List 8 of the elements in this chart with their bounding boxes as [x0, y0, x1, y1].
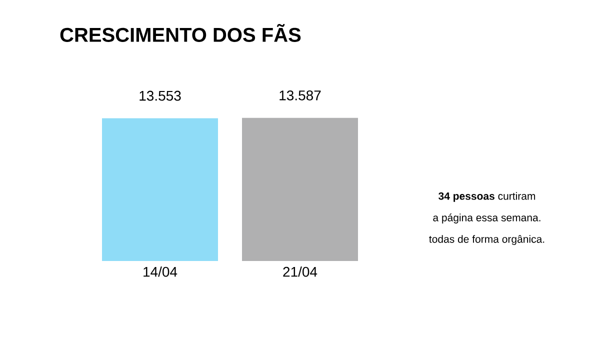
data-label: 13.587	[280, 90, 321, 100]
x-tick-label: 21/04	[283, 266, 318, 277]
text: 34 pessoas curtiram	[438, 192, 536, 202]
x-tick-label: 14/04	[144, 266, 178, 277]
data-label: 13.553	[140, 90, 181, 101]
text: todas de forma orgânica.	[429, 235, 544, 245]
chart-title: CRESCIMENTO DOS FÃS	[60, 24, 301, 42]
text: a página essa semana.	[433, 214, 540, 224]
